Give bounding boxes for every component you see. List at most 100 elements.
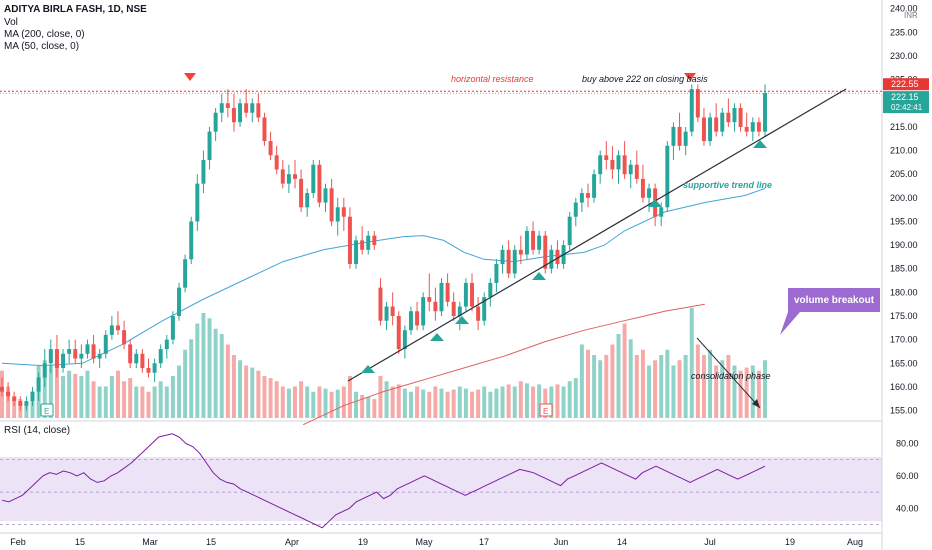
volume-bar — [531, 386, 536, 418]
candle-body — [427, 297, 432, 302]
candle-body — [695, 89, 700, 118]
candle-body — [537, 235, 542, 250]
volume-bar — [463, 388, 468, 418]
candle-body — [640, 178, 645, 198]
volume-bar — [109, 376, 114, 418]
volume-bar — [329, 391, 334, 418]
volume-bar — [360, 394, 365, 418]
volume-bar — [73, 373, 78, 418]
consolidation-label: consolidation phase — [691, 371, 771, 381]
volume-bar — [671, 365, 676, 418]
volume-bar — [427, 391, 432, 418]
volume-bar — [701, 355, 706, 418]
candle-body — [311, 164, 316, 194]
candle-body — [103, 334, 108, 354]
time-tick-label: May — [415, 537, 433, 547]
candle-body — [415, 311, 420, 326]
candle-body — [140, 353, 145, 368]
volume-bar — [408, 391, 413, 418]
candle-body — [500, 249, 505, 264]
volume-bar — [256, 370, 261, 418]
rsi-panel: 80.00 60.00 40.00 — [0, 433, 919, 529]
volume-bar — [384, 381, 389, 418]
volume-bar — [610, 344, 615, 418]
candle-body — [48, 349, 53, 364]
volume-bar — [390, 386, 395, 418]
volume-bar — [354, 391, 359, 418]
candle-body — [439, 282, 444, 312]
volume-bar — [561, 386, 566, 418]
volume-bar — [756, 370, 761, 418]
candle-body — [457, 306, 462, 316]
volume-bar — [396, 384, 401, 418]
candle-body — [720, 112, 725, 132]
price-tick-label: 180.00 — [890, 287, 918, 297]
candle-body — [543, 235, 548, 269]
time-tick-label: Mar — [142, 537, 158, 547]
candle-body — [494, 264, 499, 283]
price-tick-label: 165.00 — [890, 358, 918, 368]
high-marker — [684, 73, 696, 81]
volume-bar — [91, 381, 96, 418]
volume-bar — [286, 388, 291, 418]
candle-body — [225, 103, 230, 108]
pivot-marker — [361, 365, 375, 373]
volume-bar — [543, 388, 548, 418]
volume-bar — [231, 355, 236, 418]
time-tick-label: Aug — [847, 537, 863, 547]
volume-bar — [323, 388, 328, 418]
candle-body — [506, 249, 511, 274]
volume-bar — [598, 360, 603, 418]
consolidation-arrow — [696, 337, 761, 409]
ma200-legend: MA (200, close, 0) — [4, 29, 85, 40]
time-tick-label: Jul — [704, 537, 716, 547]
trend-line — [347, 88, 847, 382]
candle-body — [622, 155, 627, 175]
volume-bar — [128, 378, 133, 418]
buy-label: buy above 222 on closing basis — [582, 74, 708, 84]
volume-bar — [512, 386, 517, 418]
volume-bar — [726, 355, 731, 418]
time-tick-label: 15 — [75, 537, 85, 547]
candle-body — [671, 126, 676, 146]
volume-bar — [372, 399, 377, 418]
candle-body — [128, 344, 133, 364]
candle-body — [244, 103, 249, 113]
candle-body — [579, 193, 584, 203]
currency-label: INR — [904, 11, 918, 20]
volume-bar — [506, 384, 511, 418]
candle-body — [408, 311, 413, 331]
rsi-band — [0, 457, 882, 521]
candle-body — [628, 164, 633, 175]
volume-bar — [659, 355, 664, 418]
vol-legend: Vol — [4, 17, 18, 28]
volume-bars — [0, 307, 767, 418]
pivot-marker — [648, 199, 662, 207]
volume-bar — [177, 365, 181, 418]
price-tick-label: 210.00 — [890, 146, 918, 156]
volume-bar — [61, 376, 66, 418]
candle-body — [323, 188, 328, 203]
volume-bar — [653, 360, 658, 418]
candle-body — [677, 126, 682, 146]
candle-body — [189, 221, 194, 260]
volume-bar — [628, 339, 633, 418]
supportive-trend-label: supportive trend line — [683, 180, 772, 190]
pivot-marker — [753, 140, 767, 148]
volume-bar — [42, 360, 47, 418]
price-tick-label: 205.00 — [890, 169, 918, 179]
candle-body — [683, 131, 688, 146]
candle-body — [421, 297, 426, 326]
consolidation-arrowhead — [752, 399, 760, 408]
candle-body — [73, 349, 78, 359]
price-axis: 240.00235.00230.00225.00220.00215.00210.… — [883, 4, 929, 416]
volume-bar — [634, 355, 639, 418]
time-tick-label: 19 — [785, 537, 795, 547]
volume-bar — [97, 386, 102, 418]
volume-bar — [415, 386, 420, 418]
volume-bar — [134, 386, 139, 418]
candle-body — [238, 103, 243, 123]
candle-body — [201, 160, 206, 184]
volume-bar — [238, 360, 243, 418]
